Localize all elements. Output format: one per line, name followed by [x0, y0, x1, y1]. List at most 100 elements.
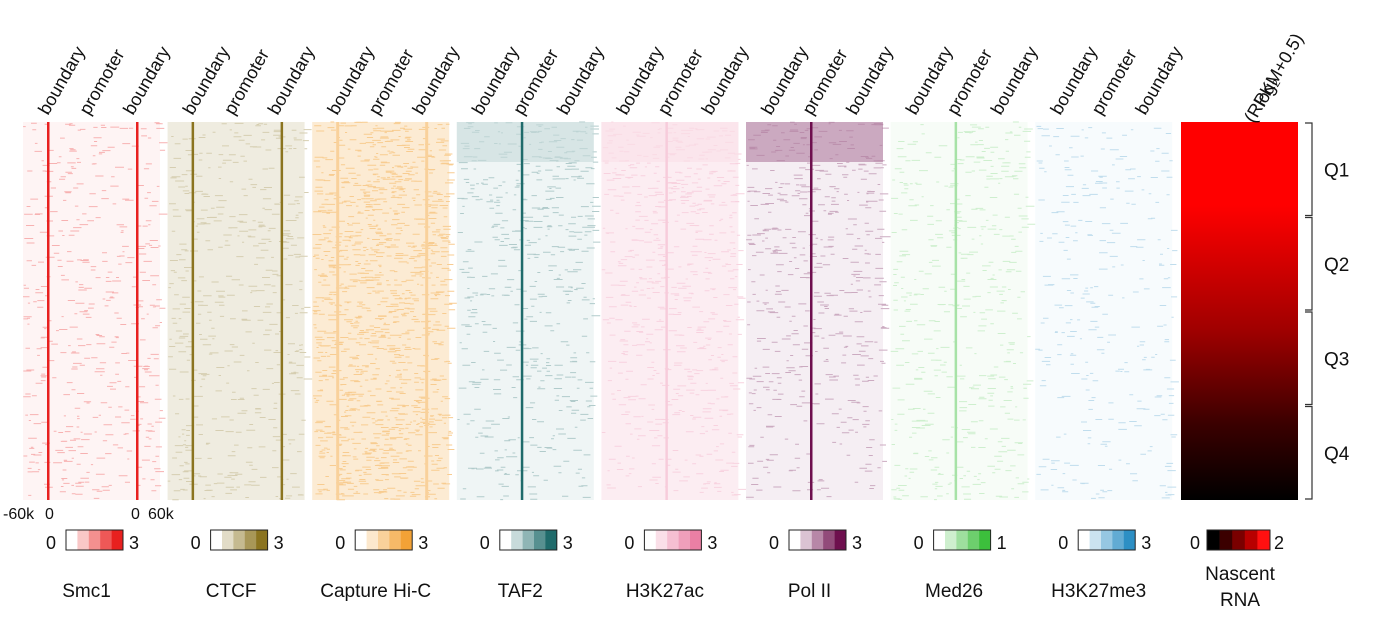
- panel-name: H3K27ac: [626, 581, 704, 602]
- top-label: boundary: [698, 43, 753, 118]
- scale-swatch: [66, 530, 78, 550]
- quartile-bracket: [1305, 405, 1313, 500]
- rna-scale-swatch: [1232, 530, 1246, 550]
- scale-min-label: 0: [769, 533, 779, 553]
- scale-swatch: [244, 530, 257, 550]
- quartile-bracket: [1305, 311, 1313, 406]
- scale-border: [499, 529, 558, 551]
- boundary-signal-line: [425, 122, 429, 500]
- scale-swatch: [933, 530, 946, 550]
- scale-swatch: [545, 530, 558, 550]
- scale-max-label: 3: [274, 533, 284, 553]
- panel-name: TAF2: [498, 581, 543, 602]
- rna-scale-swatch: [1219, 530, 1233, 550]
- scale-min-label: 0: [191, 533, 201, 553]
- scale-swatch: [511, 530, 523, 550]
- scale-swatch: [1078, 530, 1090, 550]
- scale-max-label: 3: [563, 533, 573, 553]
- rna-name-line2: RNA: [1220, 590, 1260, 611]
- quartile-bracket: [1305, 122, 1313, 217]
- scale-swatch: [690, 530, 702, 550]
- scale-swatch: [945, 530, 957, 550]
- scale-swatch: [789, 530, 801, 550]
- scale-swatch: [811, 530, 824, 550]
- scale-swatch: [88, 530, 101, 550]
- scale-swatch: [667, 530, 679, 550]
- scale-swatch: [222, 530, 234, 550]
- colorbar-title-line2: (RPKM+0.5): [1240, 30, 1307, 126]
- panel-background: [746, 122, 883, 500]
- x-tick-zero-left: 0: [45, 506, 54, 523]
- scale-swatch: [499, 530, 512, 550]
- top-label: boundary: [408, 43, 463, 118]
- scale-border: [65, 529, 124, 551]
- scale-swatch: [979, 530, 991, 550]
- x-tick-zero-right: 0: [131, 506, 140, 523]
- panel-top-enrichment: [746, 122, 883, 162]
- rna-scale-min: 0: [1190, 533, 1200, 553]
- scale-min-label: 0: [914, 533, 924, 553]
- scale-swatch: [834, 530, 847, 550]
- nascent-rna-heatmap: [1181, 122, 1298, 500]
- rna-scale-swatch: [1257, 530, 1271, 550]
- scale-swatch: [256, 530, 268, 550]
- scale-swatch: [534, 530, 546, 550]
- promoter-signal-line: [810, 122, 813, 500]
- scale-swatch: [1089, 530, 1102, 550]
- quartile-bracket: [1305, 216, 1313, 311]
- rna-scale-border: [1206, 529, 1271, 551]
- scale-swatch: [233, 530, 246, 550]
- panel-name: H3K27me3: [1051, 581, 1146, 602]
- scale-max-label: 3: [707, 533, 717, 553]
- panel-background: [890, 122, 1028, 500]
- scale-swatch: [1123, 530, 1136, 550]
- scale-max-label: 3: [129, 533, 139, 553]
- quartile-label: Q3: [1324, 349, 1349, 370]
- scale-max-label: 1: [997, 533, 1007, 553]
- boundary-signal-line: [191, 122, 195, 500]
- panel-background: [167, 122, 305, 500]
- panel-top-enrichment: [601, 122, 739, 162]
- boundary-signal-line: [280, 122, 284, 500]
- panel-name: Med26: [925, 581, 983, 602]
- scale-swatch: [644, 530, 657, 550]
- top-label: boundary: [553, 43, 608, 118]
- scale-swatch: [823, 530, 835, 550]
- quartile-label: Q4: [1324, 444, 1350, 465]
- rna-name-line1: Nascent: [1205, 564, 1275, 585]
- panel-name: Pol II: [788, 581, 831, 602]
- x-tick-right: 60k: [148, 506, 175, 523]
- scale-swatch: [522, 530, 535, 550]
- top-label: boundary: [1131, 43, 1186, 118]
- boundary-signal-line: [47, 122, 50, 500]
- panel-texture: [890, 121, 1037, 501]
- panel-texture: [1035, 125, 1179, 499]
- top-label: boundary: [987, 43, 1042, 118]
- panel-background: [601, 122, 739, 500]
- panel-background: [456, 122, 594, 500]
- x-tick-left: -60k: [3, 506, 35, 523]
- scale-swatch: [77, 530, 90, 550]
- scale-border: [354, 529, 413, 551]
- quartile-label: Q1: [1324, 160, 1349, 181]
- scale-min-label: 0: [480, 533, 490, 553]
- scale-swatch: [1112, 530, 1125, 550]
- scale-max-label: 3: [418, 533, 428, 553]
- panel-texture: [23, 122, 168, 499]
- boundary-signal-line: [136, 122, 139, 500]
- quartile-brackets: Q1 Q2 Q3 Q4: [1305, 122, 1350, 500]
- scale-swatch: [1101, 530, 1113, 550]
- rna-scale-swatch: [1207, 530, 1220, 550]
- scale-swatch: [967, 530, 980, 550]
- scale-swatch: [366, 530, 379, 550]
- quartile-label: Q2: [1324, 255, 1349, 276]
- scale-swatch: [100, 530, 112, 550]
- scale-min-label: 0: [335, 533, 345, 553]
